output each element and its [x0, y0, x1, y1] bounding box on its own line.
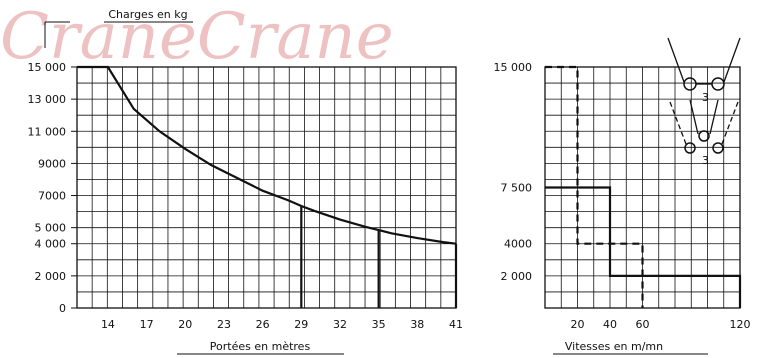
y-tick-label: 7 500: [501, 182, 533, 195]
x-tick-label: 40: [603, 318, 617, 331]
x-tick-label: 35: [372, 318, 386, 331]
x-tick-labels: 14 17 20 23 26 29 32 35 38 41: [101, 318, 463, 331]
x-tick-label: 120: [730, 318, 751, 331]
y-tick-label: 0: [59, 302, 66, 315]
x-tick-label: 60: [636, 318, 650, 331]
x-tick-label: 23: [217, 318, 231, 331]
x-tick-label: 20: [178, 318, 192, 331]
y-tick-label: 2 000: [501, 270, 533, 283]
speed-step-solid: [545, 186, 742, 308]
x-tick-label: 29: [294, 318, 308, 331]
single-reeving-icon: 3: [667, 37, 741, 104]
series-marks: [545, 65, 742, 308]
x-tick-label: 14: [101, 318, 115, 331]
icon-label: 3: [702, 154, 709, 167]
x-tick-label: 38: [410, 318, 424, 331]
plot-frame: [76, 66, 457, 309]
x-axis-label: Portées en mètres: [210, 340, 311, 353]
x-axis-label: Vitesses en m/mn: [565, 340, 663, 353]
grid: [76, 66, 457, 309]
load-curve: [77, 65, 457, 245]
x-tick-label: 41: [449, 318, 463, 331]
x-tick-labels: 20 40 60 120: [571, 318, 751, 331]
double-reeving-icon: 3: [669, 99, 739, 167]
y-tick-label: 4000: [504, 238, 532, 251]
y-tick-label: 15 000: [28, 61, 67, 74]
y-tick-label: 4 000: [35, 238, 67, 251]
y-tick-label: 2 000: [35, 270, 67, 283]
series-marks: [77, 65, 458, 308]
y-tick-label: 11 000: [28, 125, 67, 138]
y-tick-labels: 15 000 7 500 4000 2 000: [494, 61, 533, 283]
icon-label: 3: [702, 91, 709, 104]
chart-title: Charges en kg: [108, 8, 187, 21]
watermark-text: CraneCrane: [0, 0, 394, 74]
y-tick-label: 13 000: [28, 93, 67, 106]
x-tick-label: 32: [333, 318, 347, 331]
x-tick-label: 17: [140, 318, 154, 331]
speed-chart: 15 000 7 500 4000 2 000 20 40 60 120 Vitesses …: [494, 61, 751, 355]
watermark: CraneCrane: [0, 0, 394, 74]
y-tick-labels: 15 000 13 000 11 000 9000 7000 5 000 4 000 2 00…: [28, 61, 77, 315]
y-tick-label: 9000: [38, 157, 66, 170]
x-tick-label: 20: [571, 318, 585, 331]
x-tick-label: 26: [256, 318, 270, 331]
y-tick-label: 5 000: [35, 222, 67, 235]
y-tick-label: 7000: [38, 190, 66, 203]
y-tick-label: 15 000: [494, 61, 533, 74]
load-chart: Charges en kg 15 000 13 000 11 000 9000 7000…: [28, 8, 463, 355]
speed-step-dashed: [545, 65, 644, 308]
